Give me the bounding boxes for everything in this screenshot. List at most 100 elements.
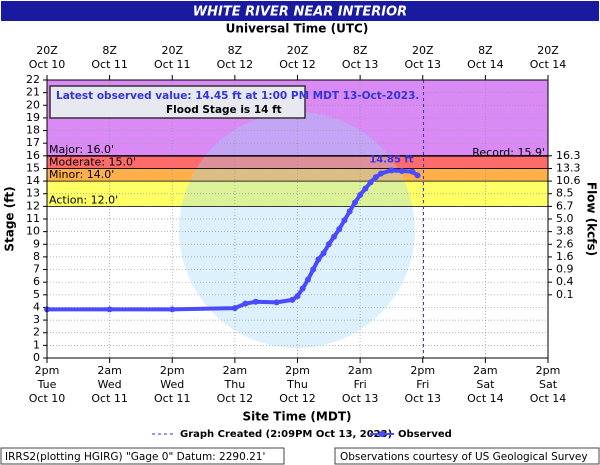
y-tick-label: 4	[33, 300, 40, 313]
y2-tick-label: 5.0	[556, 212, 574, 225]
y2-axis-label: Flow (kcfs)	[585, 182, 599, 256]
flood-label: Action: 12.0'	[49, 193, 118, 206]
x-tick-label: 2am	[223, 364, 247, 377]
y-tick-label: 1	[33, 338, 40, 351]
top-tick-label: 8Z	[102, 44, 117, 57]
y-tick-label: 7	[33, 263, 40, 276]
latest-text: Latest observed value: 14.45 ft at 1:00 …	[56, 90, 419, 102]
y2-tick-label: 2.6	[556, 237, 574, 250]
y2-tick-label: 0.1	[556, 288, 574, 301]
y-tick-label: 20	[26, 98, 40, 111]
x-tick-label: Thu	[224, 378, 246, 391]
y-axis-label: Stage (ft)	[3, 186, 17, 251]
title-bar	[1, 1, 599, 21]
data-point	[242, 300, 249, 307]
legend-dot	[379, 431, 385, 437]
data-point	[294, 293, 301, 300]
x-tick-label: Oct 11	[91, 392, 128, 405]
top-tick-label: Oct 10	[29, 58, 66, 71]
top-tick-label: 20Z	[537, 44, 559, 57]
y-tick-label: 16	[26, 149, 40, 162]
data-point	[346, 208, 353, 215]
x-tick-label: Oct 14	[467, 392, 504, 405]
y2-tick-label: 13.3	[556, 161, 581, 174]
data-point	[304, 276, 311, 283]
data-point	[169, 306, 176, 313]
y2-tick-label: 3.8	[556, 225, 574, 238]
top-tick-label: Oct 12	[217, 58, 254, 71]
data-point	[320, 250, 327, 257]
flood-label: Major: 16.0'	[49, 143, 114, 156]
flood-label: Minor: 14.0'	[49, 168, 114, 181]
data-point	[398, 167, 405, 174]
footer-left: IRRS2(plotting HGIRG) "Gage 0" Datum: 22…	[5, 451, 265, 463]
y-tick-label: 2	[33, 326, 40, 339]
x-tick-label: Oct 14	[530, 392, 567, 405]
y-tick-label: 5	[33, 288, 40, 301]
x-tick-label: Tue	[37, 378, 57, 391]
top-tick-label: 20Z	[412, 44, 434, 57]
top-tick-label: Oct 13	[404, 58, 441, 71]
peak-label: 14.85 ft	[369, 154, 413, 165]
data-point	[325, 241, 332, 248]
y-tick-label: 10	[26, 225, 40, 238]
data-point	[231, 305, 238, 312]
record-label: Record: 15.9'	[472, 146, 545, 159]
data-point	[289, 296, 296, 303]
footer-right-box	[334, 447, 600, 465]
x-tick-label: Thu	[286, 378, 308, 391]
data-point	[273, 299, 280, 306]
x-tick-label: 2pm	[35, 364, 60, 377]
y-tick-label: 21	[26, 86, 40, 99]
x-tick-label: Oct 13	[404, 392, 441, 405]
top-tick-label: Oct 14	[467, 58, 504, 71]
data-point	[372, 174, 379, 181]
x-tick-label: 2am	[473, 364, 497, 377]
data-point	[351, 199, 358, 206]
info-box	[49, 85, 306, 119]
y2-tick-label: 1.6	[556, 250, 574, 263]
data-point	[409, 168, 416, 175]
y-tick-label: 3	[33, 313, 40, 326]
data-point	[336, 226, 343, 233]
y2-tick-label: 16.3	[556, 149, 581, 162]
x-tick-label: 2pm	[285, 364, 310, 377]
legend-label: Observed	[398, 429, 452, 440]
x-tick-label: Wed	[98, 378, 122, 391]
top-tick-label: 20Z	[287, 44, 309, 57]
data-point	[331, 233, 338, 240]
x-tick-label: 2pm	[410, 364, 435, 377]
data-point	[414, 172, 421, 179]
y-tick-label: 18	[26, 124, 40, 137]
y-tick-label: 8	[33, 250, 40, 263]
x-tick-label: 2pm	[160, 364, 185, 377]
y-tick-label: 22	[26, 73, 40, 86]
legend-created: Graph Created (2:09PM Oct 13, 2023)	[180, 429, 392, 440]
data-point	[315, 256, 322, 263]
x-tick-label: 2pm	[536, 364, 561, 377]
data-point	[357, 191, 364, 198]
y-tick-label: 12	[26, 199, 40, 212]
top-tick-label: 8Z	[478, 44, 493, 57]
top-tick-label: 20Z	[36, 44, 58, 57]
y-tick-label: 15	[26, 161, 40, 174]
top-tick-label: 20Z	[161, 44, 183, 57]
data-point	[388, 167, 395, 174]
x-tick-label: 2am	[97, 364, 121, 377]
flood-text: Flood Stage is 14 ft	[166, 104, 282, 116]
x-tick-label: Oct 12	[279, 392, 316, 405]
y2-tick-label: 0.9	[556, 263, 574, 276]
x-tick-label: Oct 12	[217, 392, 254, 405]
x-tick-label: 2am	[348, 364, 372, 377]
data-point	[299, 285, 306, 292]
data-point	[310, 266, 317, 273]
footer-right: Observations courtesy of US Geological S…	[340, 451, 588, 463]
data-point	[362, 185, 369, 192]
y2-tick-label: 6.7	[556, 199, 574, 212]
y-tick-label: 6	[33, 275, 40, 288]
top-tick-label: 8Z	[353, 44, 368, 57]
x-tick-label: Oct 10	[29, 392, 66, 405]
x-tick-label: Fri	[416, 378, 429, 391]
